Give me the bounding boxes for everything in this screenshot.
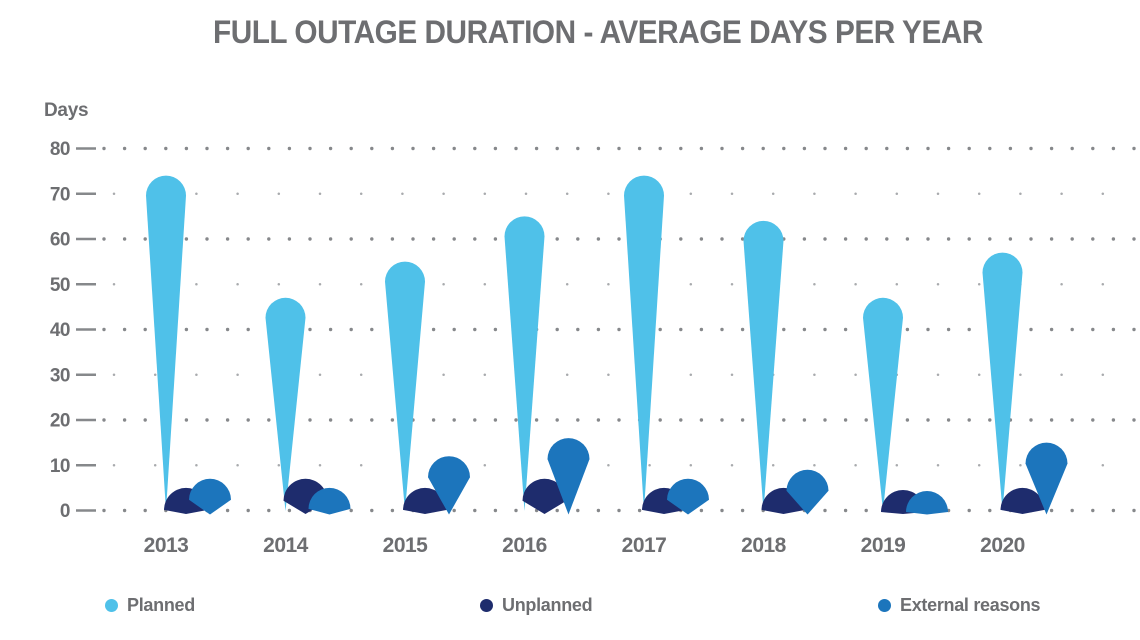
external-drop-2015 <box>428 456 470 515</box>
y-tick-label: 80 <box>50 139 70 160</box>
unplanned-drop-2016 <box>522 478 567 514</box>
unplanned-drop-2015 <box>403 487 447 514</box>
unplanned-drop-2020 <box>1000 487 1045 514</box>
planned-drop-2017 <box>624 175 664 511</box>
external-drop-2017 <box>667 478 709 515</box>
x-axis: 2013 2014 2015 2016 2017 2018 2019 2020 <box>144 534 1026 557</box>
grid-dots <box>102 146 1136 513</box>
legend-item-planned: Planned <box>105 595 195 616</box>
planned-drop-2015 <box>385 261 425 511</box>
planned-drop-2014 <box>265 297 306 511</box>
y-tick-label: 50 <box>50 275 70 296</box>
external-drop-2019 <box>906 491 948 515</box>
legend-label: Planned <box>127 595 195 615</box>
y-tick-label: 0 <box>60 501 70 522</box>
external-drop-2016 <box>547 438 590 515</box>
y-tick-label: 70 <box>50 184 70 205</box>
x-tick-label: 2020 <box>980 534 1025 557</box>
legend-dot-unplanned <box>480 599 493 612</box>
series-planned <box>146 175 1023 511</box>
chart-title: FULL OUTAGE DURATION - AVERAGE DAYS PER … <box>0 14 1140 51</box>
y-tick-label: 40 <box>50 320 70 341</box>
x-tick-label: 2018 <box>741 534 787 557</box>
external-drop-2013 <box>189 478 231 515</box>
legend-dot-external <box>878 599 891 612</box>
y-tick-label: 20 <box>50 411 70 432</box>
planned-drop-2016 <box>504 216 545 511</box>
x-tick-label: 2016 <box>502 534 547 557</box>
external-drop-2020 <box>1025 442 1068 515</box>
planned-drop-2019 <box>863 297 903 511</box>
x-tick-label: 2013 <box>144 534 189 557</box>
y-axis-unit-label: Days <box>44 100 89 121</box>
chart-title-text: FULL OUTAGE DURATION - AVERAGE DAYS PER … <box>212 14 983 50</box>
external-drop-2018 <box>786 469 829 515</box>
y-axis: 0 10 20 30 40 50 60 70 80 <box>50 139 96 522</box>
x-tick-label: 2015 <box>383 534 429 557</box>
legend-label: External reasons <box>900 595 1041 615</box>
external-drop-2014 <box>308 487 351 515</box>
planned-drop-2018 <box>743 220 784 511</box>
chart-legend: Planned Unplanned External reasons <box>0 595 1140 625</box>
legend-item-unplanned: Unplanned <box>480 595 593 616</box>
y-tick-label: 30 <box>50 365 70 386</box>
legend-label: Unplanned <box>502 595 593 615</box>
y-tick-label: 60 <box>50 230 70 251</box>
x-tick-label: 2014 <box>263 534 309 557</box>
x-tick-label: 2019 <box>861 534 906 557</box>
planned-drop-2020 <box>982 252 1023 511</box>
x-tick-label: 2017 <box>622 534 667 557</box>
series-external <box>189 438 1068 515</box>
planned-drop-2013 <box>146 175 186 511</box>
legend-item-external: External reasons <box>878 595 1041 616</box>
y-tick-label: 10 <box>50 456 70 477</box>
legend-dot-planned <box>105 599 118 612</box>
